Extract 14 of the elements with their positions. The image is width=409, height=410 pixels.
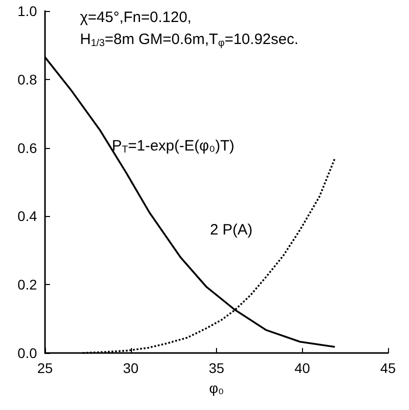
y-tick-label: 1.0 — [18, 3, 38, 19]
x-tick-label: 40 — [294, 360, 310, 376]
x-tick-label: 35 — [208, 360, 224, 376]
x-tick-label: 30 — [122, 360, 139, 376]
x-axis-title: φ₀ — [209, 380, 224, 396]
annotation: χ=45°,Fn=0.120, — [80, 9, 192, 26]
y-tick-label: 0.2 — [18, 276, 38, 293]
y-tick-label: 0.0 — [18, 345, 38, 361]
y-tick-label: 0.6 — [18, 140, 38, 156]
y-tick-label: 0.8 — [18, 71, 38, 88]
x-tick-label: 25 — [37, 360, 53, 376]
text: 2 P(A) — [210, 221, 253, 238]
x-tick-label: 45 — [380, 360, 396, 376]
y-tick-label: 0.4 — [18, 208, 38, 224]
